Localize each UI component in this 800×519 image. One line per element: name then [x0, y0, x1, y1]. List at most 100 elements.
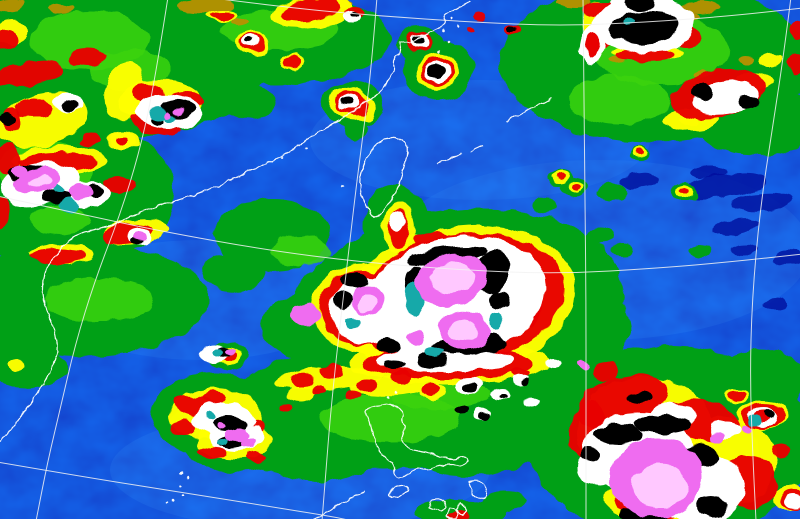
coastline-miyako-islands: [437, 153, 462, 165]
dark-sea-patch: [712, 218, 760, 236]
cloud-blob-green: [586, 228, 614, 244]
cloud-blob-red: [422, 384, 442, 396]
island-dot: [186, 476, 190, 480]
cloud-blob-black: [465, 383, 479, 391]
cloud-blob-mustard: [48, 3, 72, 13]
coastline-palawan: [311, 490, 365, 519]
coastline-taiwan: [359, 136, 408, 218]
dark-sea-patch: [772, 250, 800, 266]
island-dot: [437, 50, 441, 54]
cloud-blob-black: [340, 96, 352, 104]
coastline-cebu: [455, 501, 467, 516]
cloud-blob-green: [0, 348, 66, 388]
cloud-blob-black: [737, 95, 759, 109]
cloud-blob-red: [393, 372, 411, 384]
cloud-blob-black: [453, 406, 467, 414]
cloud-blob-green: [596, 184, 628, 200]
cloud-blob-red: [356, 379, 376, 391]
island-dot: [395, 391, 399, 395]
cloud-blob-green: [612, 244, 632, 256]
dark-sea-patch: [620, 173, 660, 189]
cloud-blob-yellow: [6, 360, 26, 372]
cloud-blob-teal: [490, 313, 504, 331]
coastline-okinawa-chain: [505, 97, 553, 123]
cloud-blob-teal: [149, 108, 169, 120]
cloud-blob-black: [691, 84, 713, 100]
island-dot: [178, 485, 182, 489]
cloud-blob-red: [30, 248, 86, 264]
island-dot: [447, 40, 451, 44]
cloud-blob-red: [284, 56, 302, 68]
cloud-blob-white: [506, 310, 534, 330]
dark-sea-patch: [690, 166, 726, 178]
cloud-blob-green: [483, 491, 527, 511]
island-dot: [449, 16, 453, 20]
cloud-blob-pink: [436, 265, 460, 281]
cloud-blob-red: [0, 31, 18, 49]
cloud-blob-green-light: [570, 75, 670, 125]
cloud-blob-black: [628, 392, 652, 404]
cloud-blob-black: [497, 393, 507, 399]
island-dot: [340, 184, 344, 188]
cloud-blob-green: [414, 500, 506, 519]
cloud-blob-magenta: [166, 111, 174, 117]
cloud-blob-magenta: [226, 348, 236, 354]
cloud-blob-red: [292, 373, 312, 387]
cloud-blob-red: [473, 13, 487, 21]
cloud-blob-red: [728, 391, 746, 401]
cloud-blob-yellow: [760, 52, 784, 68]
dark-sea-patch: [676, 173, 768, 199]
island-dot: [442, 28, 446, 32]
coastline-negros: [445, 507, 459, 519]
coastline-mindoro: [387, 484, 410, 498]
cloud-blob-black: [507, 24, 517, 32]
coastline-panay: [429, 498, 447, 512]
cloud-blob-mustard: [230, 18, 250, 26]
cloud-blob-black: [635, 415, 691, 433]
cloud-blob-teal: [214, 349, 224, 355]
cloud-blob-white: [525, 397, 541, 407]
cloud-blob-magenta: [740, 424, 752, 432]
cloud-blob-magenta: [291, 303, 319, 327]
grid-meridian-center: [321, 0, 378, 519]
cloud-blob-mustard: [737, 56, 753, 64]
grid-parallel-south: [0, 462, 346, 519]
cloud-blob-magenta: [12, 166, 28, 178]
cloud-blob-magenta: [225, 429, 251, 443]
cloud-blob-mustard: [177, 0, 233, 12]
cloud-blob-teal: [57, 198, 79, 212]
cloud-blob-black: [580, 447, 600, 463]
cloud-blob-black: [697, 496, 727, 516]
cloud-blob-magenta: [243, 439, 257, 449]
grid-meridian-east: [582, 0, 587, 519]
cloud-blob-green: [344, 121, 368, 139]
cloud-blob-mustard: [557, 0, 593, 7]
island-dot: [456, 24, 460, 28]
cloud-blob-black: [413, 37, 423, 45]
cloud-blob-black: [334, 290, 350, 310]
cloud-blob-red: [310, 385, 326, 395]
cloud-blob-black: [594, 423, 642, 445]
cloud-blob-red: [790, 20, 800, 40]
cloud-blob-red: [770, 443, 790, 457]
cloud-blob-green-light: [45, 278, 155, 322]
cloud-blob-teal: [425, 348, 443, 358]
cloud-blob-mustard: [0, 0, 25, 13]
cloud-blob-pink: [356, 296, 376, 312]
cloud-blob-white: [545, 357, 561, 367]
cloud-blob-teal: [345, 317, 359, 327]
island-dot: [386, 395, 390, 399]
cloud-blob-green-light: [270, 235, 330, 265]
cloud-blob-magenta: [135, 232, 147, 240]
cloud-blob-green: [224, 87, 276, 119]
cloud-blob-black: [245, 37, 253, 43]
cloud-blob-black: [63, 101, 77, 111]
cloud-blob-red: [320, 365, 344, 379]
cloud-blob-black: [341, 273, 369, 287]
cloud-blob-magenta: [407, 330, 427, 346]
dark-sea-patch: [762, 297, 788, 311]
coastline-samar: [467, 480, 488, 500]
island-dot: [165, 501, 169, 505]
